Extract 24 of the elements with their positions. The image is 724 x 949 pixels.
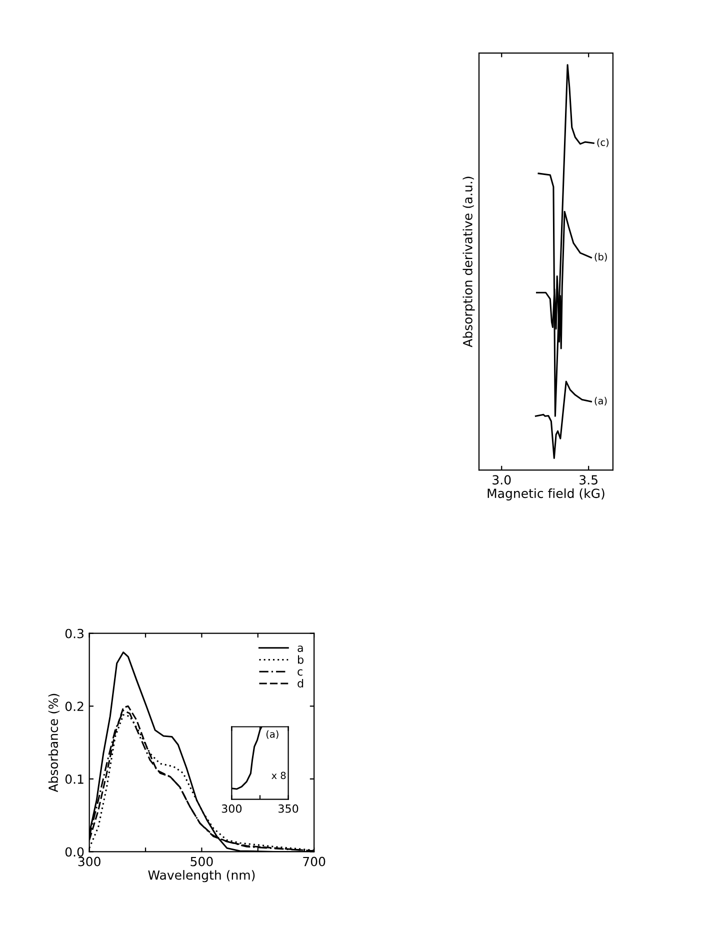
x-tick-label: 700 (303, 856, 326, 866)
y-tick-label: 0.1 (65, 774, 84, 784)
series-label: (c) (597, 138, 609, 148)
x-tick-label: 3.0 (492, 475, 511, 485)
y-tick-label: 0.0 (65, 847, 84, 857)
annotation: (a) (266, 730, 278, 739)
series-label: (b) (594, 252, 607, 262)
y-tick-label: 0.3 (65, 628, 84, 638)
x-tick-label: 500 (190, 856, 213, 866)
legend-label: d (298, 678, 304, 688)
legend-label: a (298, 646, 303, 652)
y-tick-label: 0.2 (65, 702, 84, 712)
annotation: x 8 (272, 772, 286, 780)
series-label: (a) (594, 396, 607, 406)
x-axis-title: Wavelength (nm) (148, 870, 255, 882)
x-tick-label: 300 (222, 804, 242, 813)
legend-label: c (298, 669, 302, 676)
x-tick-label: 300 (78, 856, 100, 866)
y-axis-title: Absorbance (%) (48, 694, 60, 792)
x-tick-label: 350 (278, 804, 298, 813)
y-axis-title: Absorption derivative (a.u.) (462, 176, 475, 348)
x-tick-label: 3.5 (580, 475, 598, 485)
x-axis-title: Magnetic field (kG) (488, 488, 604, 500)
legend-label: b (298, 655, 304, 664)
